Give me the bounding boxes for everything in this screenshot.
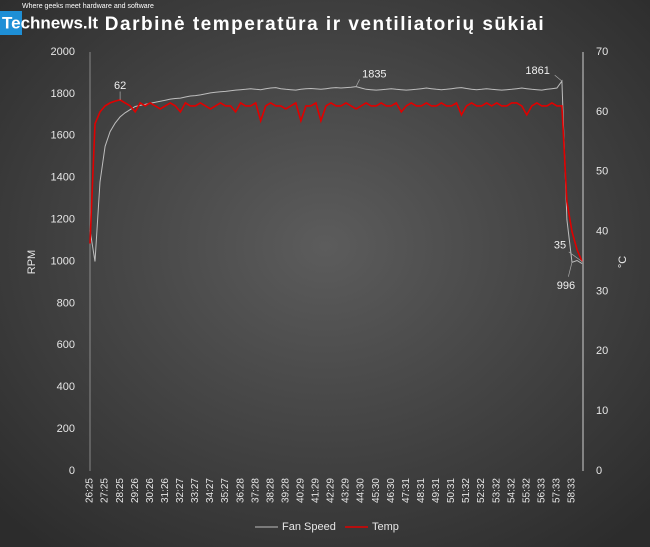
x-tick-label: 44:30 <box>356 478 367 503</box>
x-tick-label: 39:28 <box>280 478 291 503</box>
label-leader <box>554 74 563 82</box>
x-tick-label: 40:29 <box>295 478 306 503</box>
y-tick-label: 1200 <box>51 214 75 226</box>
x-tick-label: 36:28 <box>235 478 246 503</box>
y2-axis-label: °C <box>617 256 629 268</box>
x-tick-label: 53:32 <box>491 478 502 503</box>
x-tick-label: 50:31 <box>446 478 457 503</box>
y-tick-label: 1600 <box>51 130 75 142</box>
x-tick-label: 46:30 <box>386 478 397 503</box>
data-label: 35 <box>554 239 566 251</box>
y2-tick-label: 50 <box>596 166 608 178</box>
y-tick-label: 2000 <box>51 46 75 58</box>
x-tick-label: 42:29 <box>326 478 337 503</box>
logo-box <box>0 11 22 35</box>
label-leader <box>355 79 360 87</box>
y2-tick-label: 70 <box>596 46 608 58</box>
x-tick-label: 41:29 <box>311 478 322 503</box>
y-axis-label: RPM <box>26 250 38 274</box>
y-tick-label: 800 <box>57 297 75 309</box>
y2-tick-label: 20 <box>596 345 608 357</box>
x-tick-label: 56:33 <box>536 478 547 503</box>
y2-tick-label: 10 <box>596 405 608 417</box>
x-tick-label: 52:32 <box>476 478 487 503</box>
x-tick-label: 47:31 <box>401 478 412 503</box>
x-tick-label: 26:25 <box>85 478 96 503</box>
x-tick-label: 31:26 <box>160 478 171 503</box>
x-tick-label: 49:31 <box>431 478 442 503</box>
x-tick-label: 29:26 <box>130 478 141 503</box>
label-leader <box>568 251 583 262</box>
legend-label: Temp <box>372 521 399 533</box>
data-label: 62 <box>114 80 126 92</box>
x-tick-label: 27:25 <box>100 478 111 503</box>
data-label: 1861 <box>525 65 549 77</box>
x-tick-label: 45:30 <box>371 478 382 503</box>
y2-tick-label: 30 <box>596 285 608 297</box>
x-tick-label: 51:32 <box>461 478 472 503</box>
y-tick-label: 1400 <box>51 172 75 184</box>
x-tick-label: 55:32 <box>521 478 532 503</box>
y-tick-label: 600 <box>57 339 75 351</box>
y2-tick-label: 40 <box>596 225 608 237</box>
x-tick-label: 28:25 <box>115 478 126 503</box>
x-tick-label: 37:28 <box>250 478 261 503</box>
x-tick-label: 38:28 <box>265 478 276 503</box>
legend-label: Fan Speed <box>282 521 336 533</box>
y2-tick-label: 0 <box>596 465 602 477</box>
data-label: 1835 <box>362 68 386 80</box>
y-tick-label: 200 <box>57 423 75 435</box>
x-tick-label: 54:32 <box>506 478 517 503</box>
y-tick-label: 0 <box>69 465 75 477</box>
x-tick-label: 58:33 <box>567 478 578 503</box>
x-tick-label: 57:33 <box>552 478 563 503</box>
y-tick-label: 1000 <box>51 255 75 267</box>
x-tick-label: 34:27 <box>205 478 216 503</box>
y-tick-label: 1800 <box>51 88 75 100</box>
series-line <box>89 79 583 265</box>
x-tick-label: 32:27 <box>175 478 186 503</box>
label-leader <box>568 262 573 277</box>
tagline: Where geeks meet hardware and software <box>22 3 154 10</box>
brand: Technews.lt <box>2 13 98 32</box>
y-tick-label: 400 <box>57 381 75 393</box>
x-tick-label: 35:27 <box>220 478 231 503</box>
series-line <box>89 99 583 262</box>
data-label: 996 <box>557 280 575 292</box>
x-tick-label: 43:29 <box>341 478 352 503</box>
y2-tick-label: 60 <box>596 106 608 118</box>
x-tick-label: 33:27 <box>190 478 201 503</box>
chart-title: Darbinė temperatūra ir ventiliatorių sūk… <box>105 14 545 35</box>
x-tick-label: 48:31 <box>416 478 427 503</box>
x-tick-label: 30:26 <box>145 478 156 503</box>
